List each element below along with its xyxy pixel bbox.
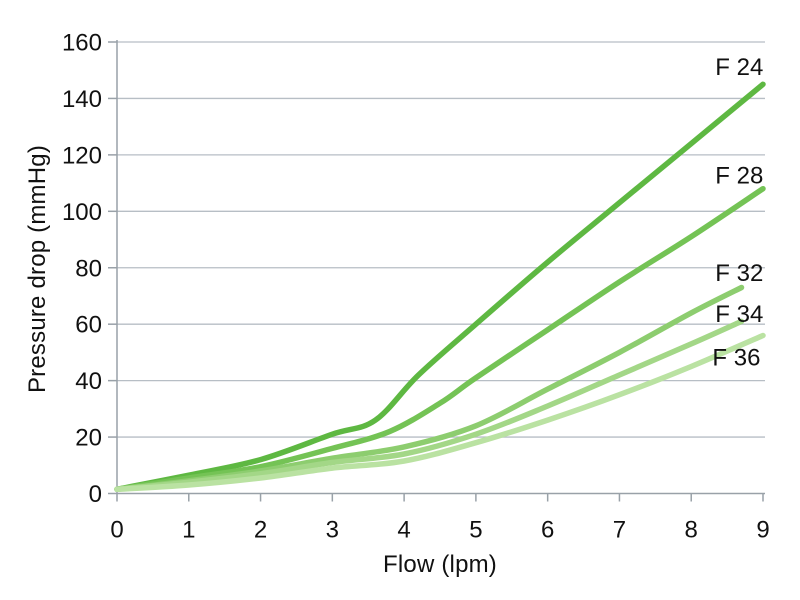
x-tick-label-2: 2: [254, 517, 267, 544]
y-tick-label-100: 100: [62, 199, 102, 226]
series-line-f36: [114, 332, 766, 493]
series-line-f34: [114, 318, 745, 493]
series-line-f32: [114, 284, 745, 493]
series-label-f36: F 36: [712, 345, 760, 372]
y-tick-label-0: 0: [89, 481, 102, 508]
y-tick-label-140: 140: [62, 86, 102, 113]
x-tick-label-0: 0: [110, 517, 123, 544]
series-label-f32: F 32: [715, 260, 763, 287]
x-tick-label-6: 6: [541, 517, 554, 544]
x-tick-label-5: 5: [469, 517, 482, 544]
y-tick-label-160: 160: [62, 30, 102, 57]
y-tick-label-40: 40: [75, 368, 102, 395]
y-tick-label-80: 80: [75, 255, 102, 282]
x-tick-label-4: 4: [397, 517, 410, 544]
x-axis-title: Flow (lpm): [383, 551, 497, 578]
x-tick-label-9: 9: [756, 517, 769, 544]
y-axis-title: Pressure drop (mmHg): [24, 144, 51, 394]
y-tick-label-60: 60: [75, 312, 102, 339]
y-tick-label-20: 20: [75, 425, 102, 452]
series-line-f28: [114, 185, 766, 493]
x-tick-label-7: 7: [613, 517, 626, 544]
series-line-f24: [114, 81, 766, 493]
series-label-f24: F 24: [715, 54, 763, 81]
y-tick-label-120: 120: [62, 142, 102, 169]
x-tick-label-8: 8: [685, 517, 698, 544]
series-label-f28: F 28: [715, 163, 763, 190]
x-tick-label-1: 1: [182, 517, 195, 544]
series-label-f34: F 34: [715, 301, 763, 328]
x-tick-label-3: 3: [326, 517, 339, 544]
